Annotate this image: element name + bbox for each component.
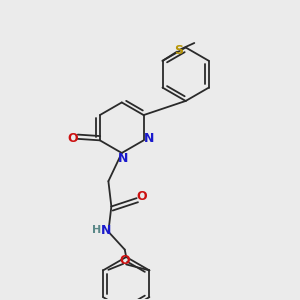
Text: S: S — [174, 44, 183, 57]
Text: N: N — [118, 152, 128, 165]
Text: O: O — [67, 132, 78, 146]
Text: O: O — [137, 190, 147, 203]
Text: H: H — [92, 225, 101, 235]
Text: N: N — [144, 132, 154, 146]
Text: N: N — [101, 224, 111, 237]
Text: O: O — [119, 254, 130, 267]
